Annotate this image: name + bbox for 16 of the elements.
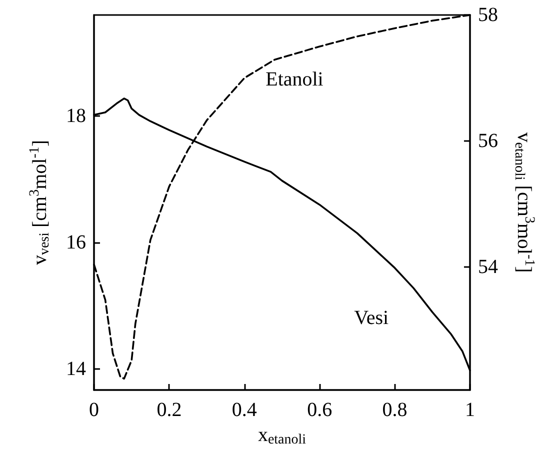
y2-tick-label: 54 [478,256,498,278]
series-label: Vesi [354,307,390,330]
y2-tick-label: 58 [478,4,498,26]
x-tick-label: 0.4 [232,399,257,421]
x-tick-label: 0.6 [307,399,332,421]
y-tick-label: 16 [66,232,86,254]
y-tick-label: 18 [66,105,86,128]
x-tick-label: 1 [465,399,475,421]
y2-axis-title: vetanoli [cm3mol-1] [512,132,536,273]
x-tick-label: 0.2 [156,399,182,421]
y-tick-label: 14 [66,358,86,380]
x-tick-label: 0.8 [382,399,408,421]
y-axis-title: vvesi [cm3mol-1] [28,140,52,266]
x-tick-label: 0 [89,399,99,421]
y2-tick-label: 56 [478,130,498,152]
series-label: Etanoli [266,68,324,91]
